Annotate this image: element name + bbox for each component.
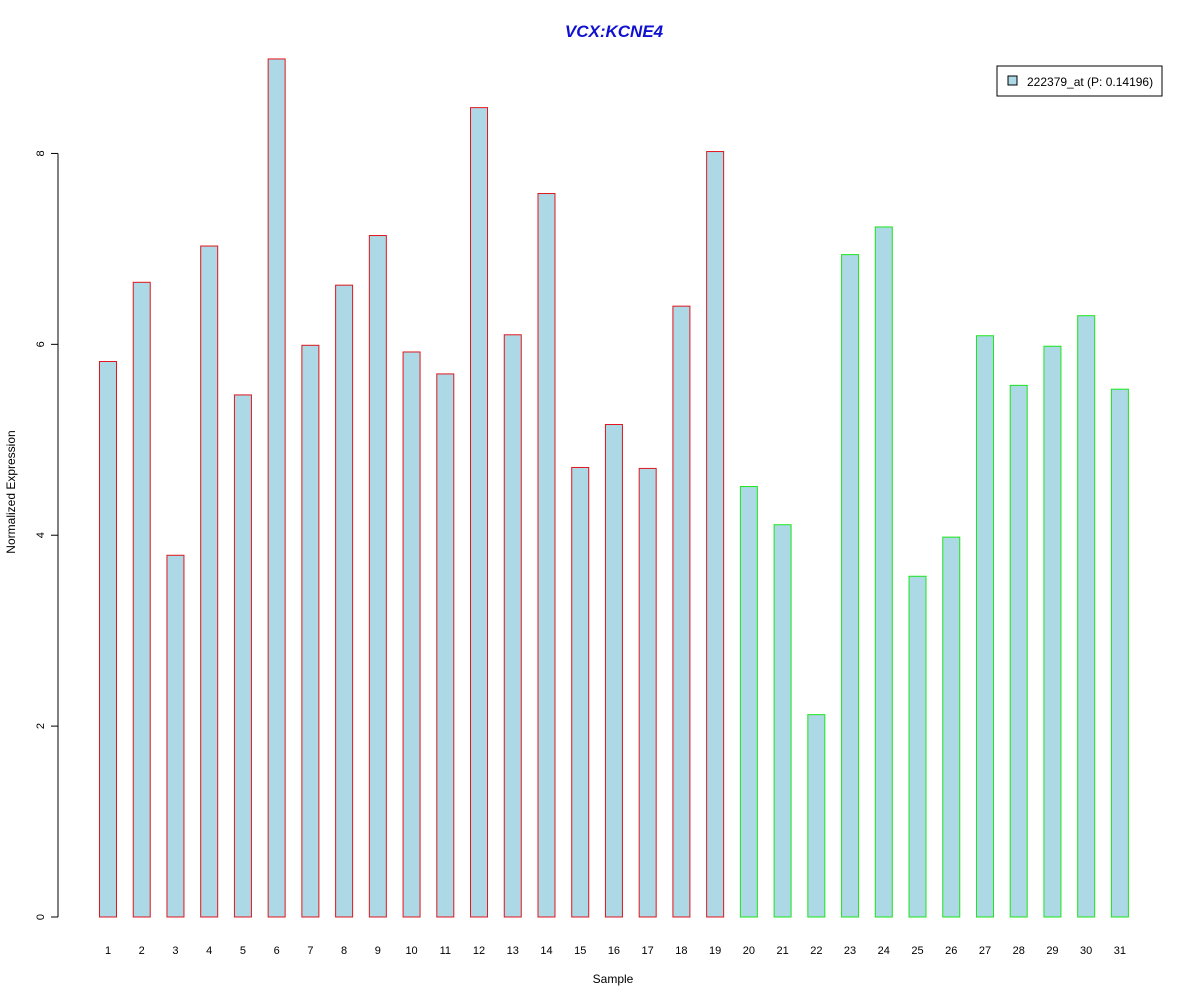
- bar-sample-25: [908, 575, 927, 918]
- x-tick-label: 21: [776, 945, 788, 957]
- x-tick-label: 25: [911, 945, 923, 957]
- x-tick-label: 27: [979, 945, 991, 957]
- y-tick-label: 2: [35, 723, 47, 729]
- x-tick-label: 4: [206, 945, 212, 957]
- x-tick-label: 30: [1080, 945, 1092, 957]
- y-axis: 0 2 4 6 8: [35, 150, 59, 920]
- bar-sample-10: [402, 351, 421, 918]
- bar-sample-15: [571, 466, 590, 918]
- x-axis-label: Sample: [593, 972, 634, 986]
- bar-sample-5: [233, 394, 252, 918]
- legend: 222379_at (P: 0.14196): [996, 65, 1163, 97]
- x-tick-label: 11: [440, 945, 451, 957]
- bar-sample-7: [301, 344, 320, 918]
- y-tick-label: 0: [35, 914, 47, 920]
- legend-box: [996, 65, 1163, 97]
- bar-sample-28: [1009, 384, 1028, 918]
- bar-sample-24: [874, 226, 893, 918]
- bar-sample-9: [368, 235, 387, 918]
- y-axis-label: Normalized Expression: [4, 430, 18, 553]
- bar-sample-2: [132, 281, 151, 918]
- x-tick-label: 14: [540, 945, 552, 957]
- x-tick-label: 22: [810, 945, 822, 957]
- x-tick-label: 13: [507, 945, 519, 957]
- x-tick-label: 12: [473, 945, 485, 957]
- bar-sample-12: [470, 107, 489, 918]
- x-tick-label: 8: [341, 945, 347, 957]
- x-tick-label: 15: [574, 945, 586, 957]
- bar-sample-20: [739, 486, 758, 918]
- bar-sample-31: [1110, 388, 1129, 918]
- x-tick-label: 1: [105, 945, 111, 957]
- bar-sample-21: [773, 524, 792, 918]
- bar-sample-23: [841, 254, 860, 918]
- x-tick-label: 23: [844, 945, 856, 957]
- bar-sample-17: [638, 467, 657, 918]
- bar-sample-13: [503, 334, 522, 918]
- x-tick-label: 2: [139, 945, 145, 957]
- legend-label: 222379_at (P: 0.14196): [1027, 75, 1153, 89]
- x-tick-label: 6: [274, 945, 280, 957]
- x-tick-label: 26: [945, 945, 957, 957]
- bar-sample-22: [807, 714, 826, 918]
- x-tick-label: 19: [709, 945, 721, 957]
- legend-swatch: [1007, 75, 1018, 86]
- x-tick-label: 31: [1114, 945, 1126, 957]
- y-tick-label: 8: [35, 150, 47, 156]
- x-tick-label: 28: [1013, 945, 1025, 957]
- y-tick-label: 4: [35, 532, 47, 538]
- bar-sample-19: [706, 151, 725, 918]
- bar-sample-4: [200, 245, 219, 918]
- y-tick-label: 6: [35, 341, 47, 347]
- x-tick-label: 5: [240, 945, 246, 957]
- bar-sample-3: [166, 554, 185, 918]
- x-tick-label: 17: [642, 945, 654, 957]
- bars: [99, 58, 1129, 918]
- bar-sample-8: [335, 284, 354, 918]
- bar-sample-1: [99, 361, 117, 918]
- x-tick-label: 10: [405, 945, 417, 957]
- bar-sample-11: [436, 373, 455, 918]
- x-tick-label: 16: [608, 945, 620, 957]
- bar-sample-14: [537, 193, 556, 918]
- x-tick-label: 20: [743, 945, 755, 957]
- bar-sample-6: [267, 58, 286, 918]
- bar-sample-29: [1043, 345, 1062, 918]
- bar-sample-30: [1077, 315, 1096, 918]
- bar-sample-16: [604, 424, 623, 918]
- x-tick-label: 3: [172, 945, 178, 957]
- x-tick-label: 9: [375, 945, 381, 957]
- x-tick-label: 7: [307, 945, 313, 957]
- bar-sample-26: [942, 536, 961, 918]
- bar-sample-18: [672, 305, 691, 918]
- x-axis-tick-labels: 1 2 3 4 5 6 7 8 9 10 11 12 13 14 15 16 17 18 19 20 21 22 23 24 2…: [105, 945, 1126, 957]
- x-tick-label: 29: [1046, 945, 1058, 957]
- chart-title: VCX:KCNE4: [565, 22, 664, 41]
- x-tick-label: 18: [675, 945, 687, 957]
- bar-sample-27: [975, 335, 994, 918]
- x-tick-label: 24: [878, 945, 890, 957]
